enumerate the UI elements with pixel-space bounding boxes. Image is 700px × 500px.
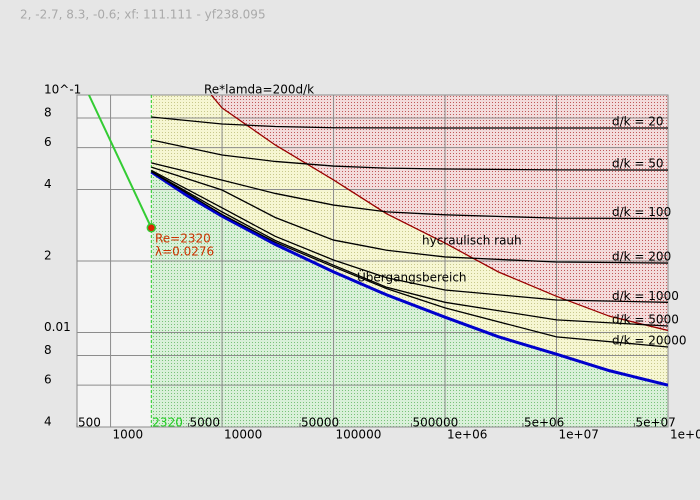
smooth-region — [151, 172, 668, 427]
y-tick-label: 10^-1 — [44, 83, 81, 97]
y-tick-label: 4 — [44, 177, 52, 191]
annotation: λ=0.0276 — [155, 245, 214, 259]
y-tick-label: 6 — [44, 135, 52, 149]
x-tick-label: 1e+07 — [559, 428, 599, 442]
curve-label: d/k = 100 — [612, 205, 671, 219]
curve — [150, 170, 668, 327]
y-tick-label: 2 — [44, 249, 52, 263]
x-tick-label: 1e+08 — [670, 428, 700, 442]
curve-label: d/k = 20 — [612, 115, 664, 129]
curve — [151, 116, 668, 129]
boundary-label: Re*lamda=200d/k — [204, 83, 314, 97]
x-tick-label: 1e+06 — [447, 428, 487, 442]
curve — [150, 171, 668, 348]
curve — [151, 169, 668, 303]
curve-label: d/k = 5000 — [612, 312, 679, 326]
curve-label: d/k = 1000 — [612, 289, 679, 303]
rough-region — [211, 95, 668, 331]
x-tick-label: 5000 — [189, 416, 220, 430]
y-tick-label: 8 — [44, 106, 52, 120]
x-tick-label: 10000 — [224, 428, 262, 442]
x-tick-label: 100000 — [336, 428, 382, 442]
curve — [151, 162, 668, 220]
curve-label: d/k = 20000 — [612, 333, 686, 347]
curve — [88, 95, 153, 229]
annotation: hycraulisch rauh — [422, 234, 522, 248]
curve-label: d/k = 50 — [612, 157, 664, 171]
x-tick-label: 5e+06 — [524, 416, 564, 430]
x-tick-label: 5e+07 — [635, 416, 675, 430]
y-tick-label: 4 — [44, 415, 52, 429]
y-tick-label: 8 — [44, 343, 52, 357]
annotation: Re=2320 — [155, 232, 211, 246]
curve-label: d/k = 200 — [612, 250, 671, 264]
x-tick-label: 1000 — [113, 428, 144, 442]
curves — [88, 95, 668, 387]
curve — [151, 166, 668, 264]
point-marker — [146, 223, 157, 233]
x-tick-label: 500 — [78, 416, 101, 430]
curve — [150, 170, 668, 387]
critical-re-label: 2320 — [152, 416, 183, 430]
y-tick-label: 0.01 — [44, 320, 71, 334]
x-tick-label: 500000 — [412, 416, 458, 430]
annotation: Übergangsbereich — [357, 269, 467, 285]
curve — [210, 95, 668, 332]
labels: 10^-1 8 6 4 2 0.01 8 6 4 1000 10000 100000 1e+06 1e+0… — [44, 83, 700, 442]
curve — [151, 139, 668, 171]
x-tick-label: 50000 — [301, 416, 339, 430]
y-tick-label: 6 — [44, 373, 52, 387]
header: 2, -2.7, 8.3, -0.6; xf: 111.111 - yf238.… — [20, 8, 266, 22]
regions — [151, 95, 668, 427]
